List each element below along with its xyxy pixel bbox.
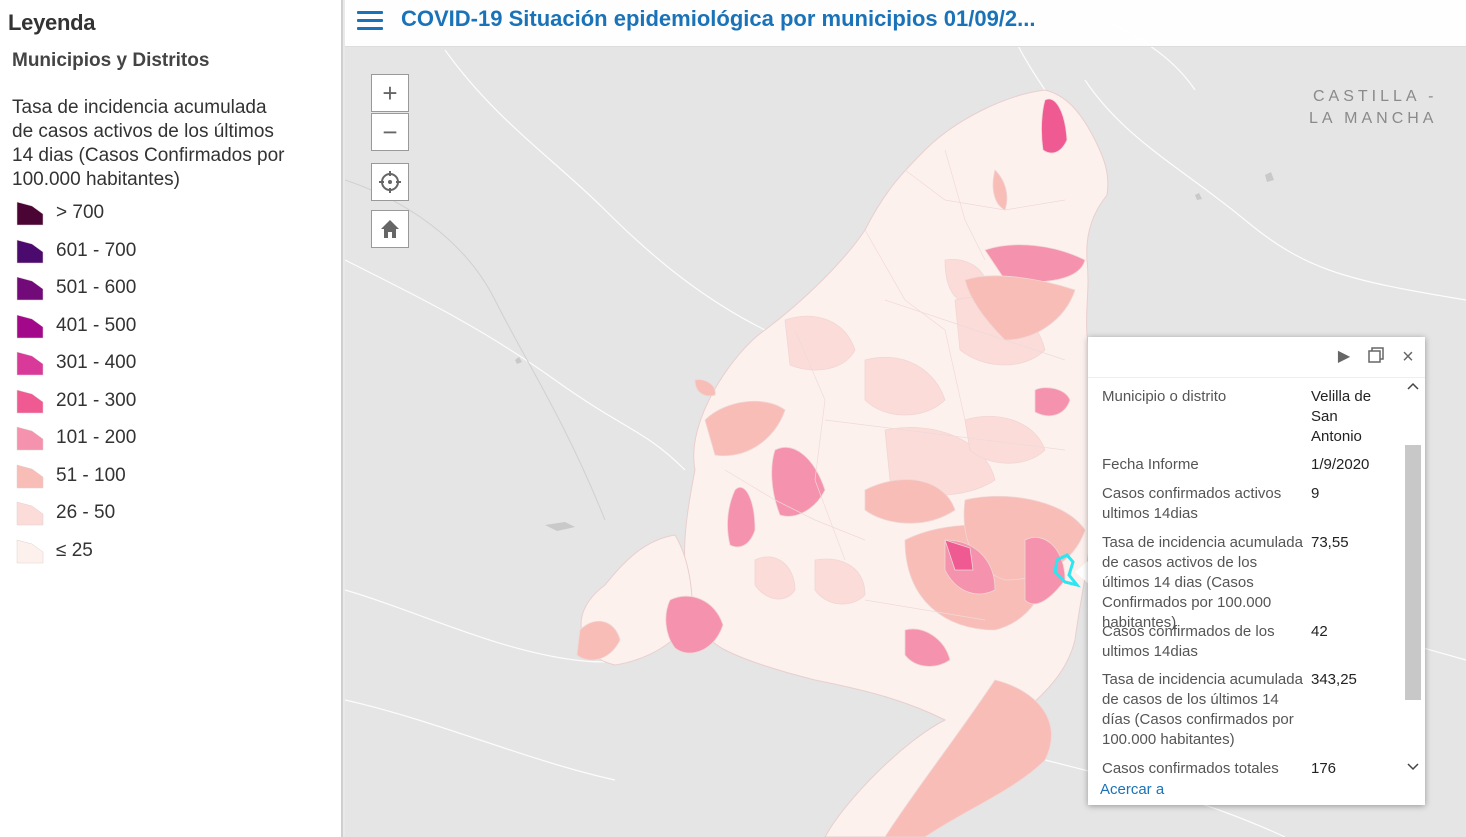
legend-swatch (16, 276, 44, 301)
legend-label: ≤ 25 (56, 540, 93, 561)
home-icon (381, 220, 399, 238)
popup-field-label: Fecha Informe (1102, 456, 1199, 473)
legend-item: > 700 (16, 198, 104, 228)
legend-label: 101 - 200 (56, 427, 137, 448)
popup-header: ▶ × (1088, 337, 1425, 378)
popup-field-value: 343,25 (1311, 671, 1357, 688)
legend-swatch (16, 351, 44, 376)
legend-label: 26 - 50 (56, 502, 116, 523)
legend-swatch (16, 464, 44, 489)
popup-field-value: 73,55 (1311, 534, 1349, 551)
legend-swatch (16, 201, 44, 226)
app-header: COVID-19 Situación epidemiológica por mu… (345, 0, 1466, 47)
legend-label: 501 - 600 (56, 277, 137, 298)
legend-label: > 700 (56, 202, 105, 223)
legend-label: 51 - 100 (56, 465, 126, 486)
legend-swatch (16, 539, 44, 564)
zoom-out-button[interactable]: − (371, 113, 409, 151)
legend-swatch (16, 239, 44, 264)
legend-swatch (16, 314, 44, 339)
popup-field-value: Velilla de San Antonio (1311, 388, 1372, 445)
popup-field-label: Casos confirmados de los ultimos 14dias (1102, 623, 1275, 660)
maximize-icon[interactable] (1366, 347, 1386, 367)
region-label-la-mancha: LA MANCHA (1309, 110, 1438, 127)
popup-field-value: 1/9/2020 (1311, 456, 1370, 473)
popup-scrollbar[interactable] (1404, 377, 1422, 777)
legend-swatch (16, 501, 44, 526)
layer-title: Municipios y Distritos (12, 50, 210, 71)
legend-item: 501 - 600 (16, 273, 136, 303)
app-title: COVID-19 Situación epidemiológica por mu… (401, 6, 1036, 31)
legend-item: 51 - 100 (16, 461, 126, 491)
legend-label: 201 - 300 (56, 390, 137, 411)
legend-item: 201 - 300 (16, 386, 136, 416)
legend-swatch (16, 426, 44, 451)
legend-item: 601 - 700 (16, 236, 136, 266)
legend-title: Leyenda (8, 10, 96, 35)
play-icon[interactable]: ▶ (1337, 348, 1351, 365)
legend-label: 301 - 400 (56, 352, 137, 373)
legend-item: ≤ 25 (16, 536, 93, 566)
basemap (345, 19, 1466, 837)
locate-button[interactable] (371, 163, 409, 201)
zoom-to-link[interactable]: Acercar a (1100, 781, 1165, 798)
legend-swatch (16, 389, 44, 414)
popup-body: Municipio o distrito Velilla de San Anton… (1088, 377, 1406, 797)
legend-item: 301 - 400 (16, 348, 136, 378)
popup-field-label: Casos confirmados totales (1102, 760, 1279, 777)
popup-field-value: 9 (1311, 485, 1320, 502)
popup-field-label: Municipio o distrito (1102, 388, 1227, 405)
legend-label: 601 - 700 (56, 240, 137, 261)
home-button[interactable] (371, 210, 409, 248)
info-popup: ▶ × Municipio o distrito Velilla de San A… (1088, 337, 1425, 805)
close-icon[interactable]: × (1402, 346, 1414, 368)
locate-icon (379, 171, 401, 193)
region-label-castilla: CASTILLA - (1313, 88, 1438, 105)
popup-field-value: 42 (1311, 623, 1328, 640)
popup-field-label: Tasa de incidencia acumulada de casos ac… (1102, 534, 1303, 631)
popup-field-label: Casos confirmados activos ultimos 14dias (1102, 485, 1282, 522)
popup-field-value: 176 (1311, 760, 1337, 777)
selected-municipality-outline (1053, 553, 1081, 588)
popup-pointer (1075, 560, 1089, 584)
legend-item: 26 - 50 (16, 498, 115, 528)
zoom-in-button[interactable]: + (371, 74, 409, 112)
menu-icon[interactable] (357, 11, 383, 33)
popup-field-label: Tasa de incidencia acumulada de casos de… (1102, 671, 1303, 748)
legend-item: 101 - 200 (16, 423, 136, 453)
legend-label: 401 - 500 (56, 315, 137, 336)
legend-panel: Leyenda Municipios y Distritos Tasa de i… (0, 0, 343, 837)
field-title: Tasa de incidencia acumulada de casos ac… (12, 97, 285, 190)
legend-item: 401 - 500 (16, 311, 136, 341)
